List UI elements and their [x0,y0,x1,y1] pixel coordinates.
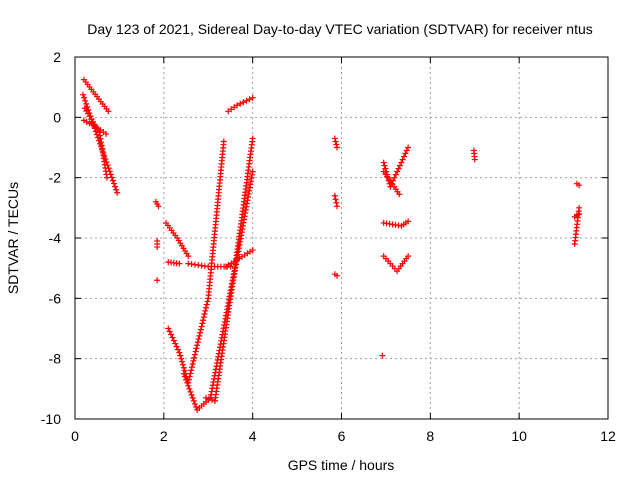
y-tick-label: -2 [49,170,62,186]
x-tick-label: 10 [511,428,527,444]
data-series-ab [571,204,583,248]
data-series-w [380,253,412,275]
y-tick-label: -10 [41,411,61,427]
data-series-f [154,238,161,251]
y-tick-label: -6 [49,290,62,306]
data-series-o [211,168,256,404]
y-tick-label: 0 [53,109,61,125]
data-series-y [470,147,478,163]
y-tick-label: 2 [53,49,61,65]
data-series-q [331,135,341,151]
y-axis-title: SDTVAR / TECUs [5,182,21,294]
data-series-e [152,198,162,210]
y-tick-label: -8 [49,351,62,367]
data-series-b [80,76,112,115]
grid-lines [75,57,608,419]
x-tick-label: 2 [160,428,168,444]
axis-ticks: 0 2 4 6 8 10 12 -10 -8 -6 -4 -2 0 2 [41,49,616,444]
x-tick-label: 0 [71,428,79,444]
data-series-i [165,259,183,267]
data-series-a [79,91,121,196]
chart-title: Day 123 of 2021, Sidereal Day-to-day VTE… [87,21,593,37]
data-series-d [81,105,110,181]
data-series-p [225,94,256,115]
x-tick-label: 4 [249,428,257,444]
x-tick-label: 8 [426,428,434,444]
data-series-l [165,138,227,386]
data-series-z [573,180,583,189]
data-series-h [163,219,192,260]
data-series-aa [571,210,583,220]
data-series-x [379,352,386,359]
x-tick-label: 12 [600,428,616,444]
data-points [79,76,583,413]
x-axis-title: GPS time / hours [288,457,395,473]
data-series-t [380,144,412,190]
data-series-v [380,218,412,229]
data-series-s [331,271,341,279]
data-series-u [380,168,403,198]
data-series-r [331,192,341,210]
y-tick-label: -4 [49,230,62,246]
x-tick-label: 6 [338,428,346,444]
data-series-g [154,277,161,284]
